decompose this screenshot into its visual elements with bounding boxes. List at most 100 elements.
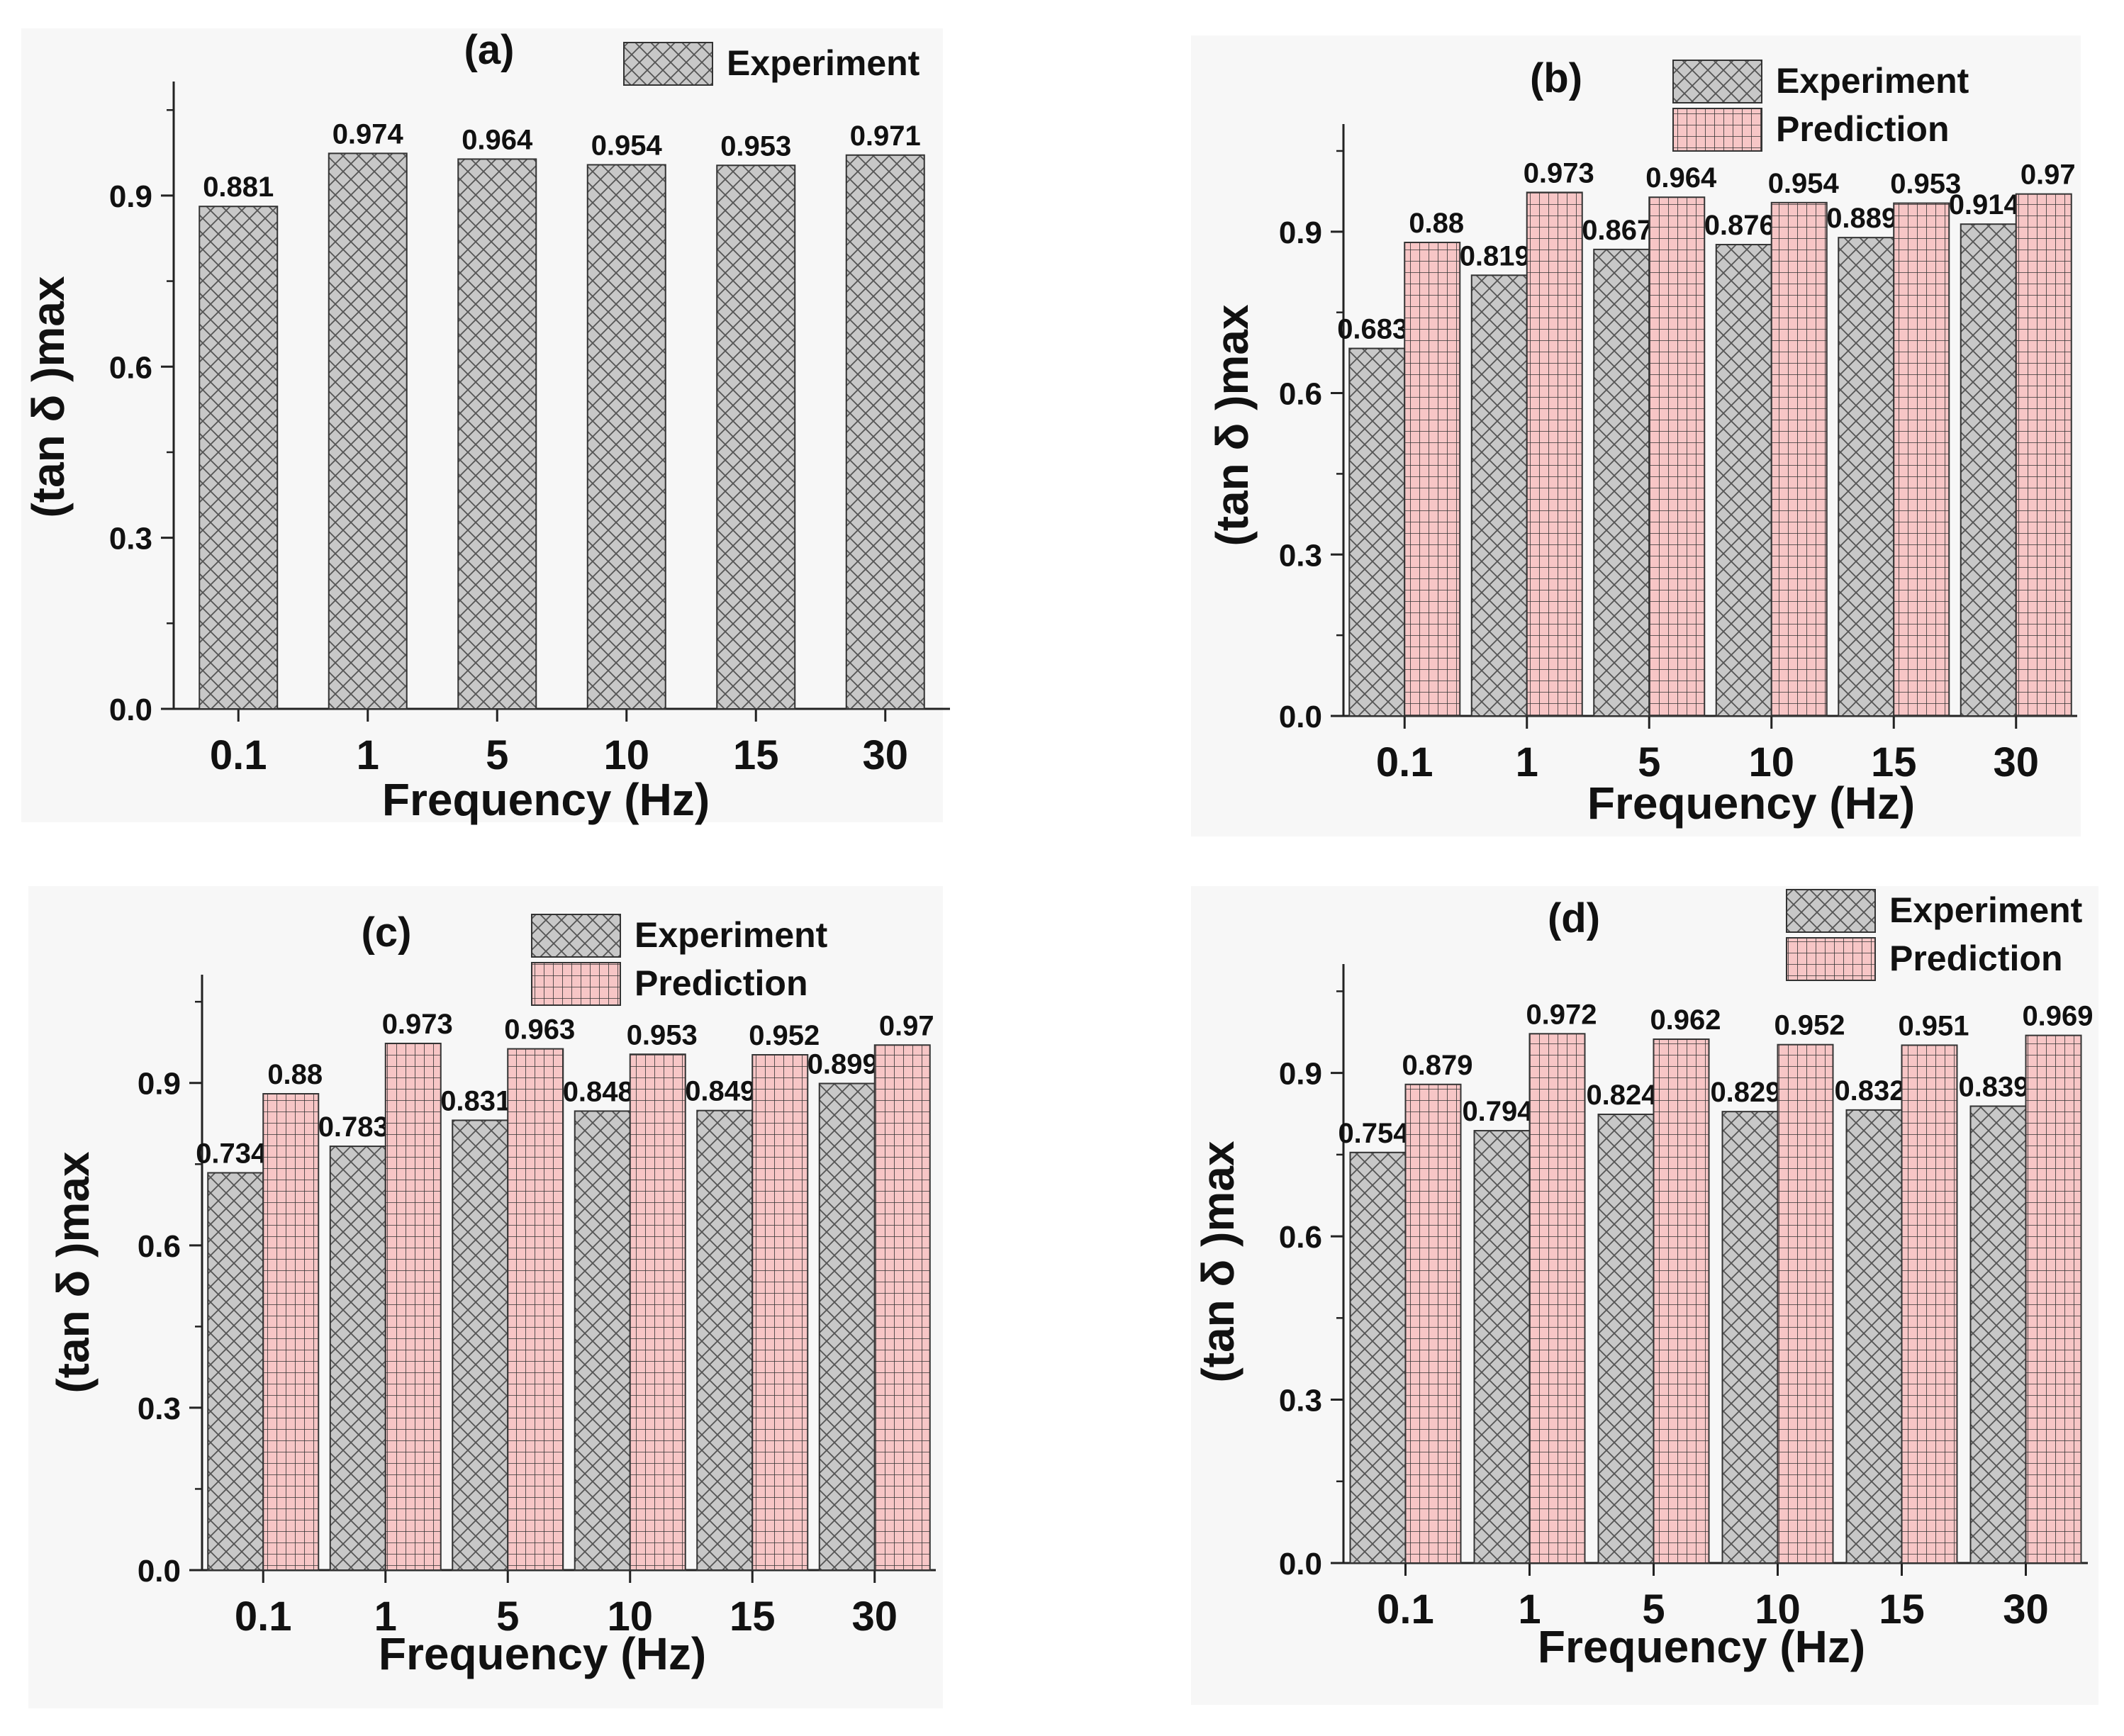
prediction-legend-swatch: [1672, 108, 1762, 152]
experiment-bar: [199, 206, 279, 710]
x-tick-label: 5: [496, 1594, 519, 1640]
prediction-bar: [1404, 242, 1461, 717]
prediction-bar: [1648, 196, 1706, 717]
prediction-bar: [1770, 201, 1828, 717]
y-tick-label: 0.9: [138, 1067, 181, 1102]
experiment-bar: [696, 1109, 754, 1571]
experiment-bar: [207, 1172, 264, 1572]
x-tick-label: 0.1: [1377, 1586, 1434, 1633]
x-tick-label: 10: [607, 1594, 653, 1640]
bar-value-label: 0.969: [2022, 1001, 2093, 1032]
x-axis-title: Frequency (Hz): [1587, 778, 1915, 829]
x-tick-label: 15: [733, 732, 779, 778]
y-tick-label: 0.3: [1279, 1384, 1322, 1418]
prediction-bar: [1404, 1083, 1462, 1564]
experiment-bar: [1348, 347, 1406, 717]
experiment-bar: [574, 1110, 631, 1572]
x-tick-label: 0.1: [235, 1594, 292, 1640]
bar-value-label: 0.962: [1650, 1004, 1721, 1036]
legend-entry: Experiment: [1776, 61, 1969, 101]
bar-value-label: 0.683: [1337, 314, 1408, 345]
experiment-bar: [1593, 248, 1650, 717]
prediction-bar: [2025, 1034, 2082, 1564]
experiment-bar: [1838, 237, 1895, 717]
prediction-bar: [507, 1048, 564, 1571]
bar-value-label: 0.972: [1526, 999, 1597, 1030]
legend-entry: Experiment: [1889, 890, 2083, 930]
x-tick-label: 0.1: [1376, 739, 1433, 785]
x-tick-label: 1: [374, 1594, 397, 1640]
prediction-bar: [1777, 1043, 1834, 1564]
bar-value-label: 0.951: [1898, 1010, 1969, 1041]
experiment-bar: [329, 1146, 386, 1571]
x-tick-label: 5: [1642, 1586, 1665, 1633]
y-tick-label: 0.0: [1279, 1547, 1322, 1581]
legend-entry: Prediction: [1889, 939, 2062, 978]
chart-panel-d: 0.0 0.3 0.6 0.9 0.1 0.754 0.879 1 0.794 0.972 5 0.8…: [1191, 886, 2098, 1705]
bar-value-label: 0.849: [685, 1076, 756, 1107]
panel-label: (d): [1548, 895, 1600, 941]
prediction-bar: [1528, 1033, 1586, 1564]
y-tick-label: 0.6: [1279, 377, 1322, 412]
bar-value-label: 0.881: [203, 172, 274, 203]
y-tick-label: 0.9: [109, 179, 152, 214]
y-tick-label: 0.3: [109, 522, 152, 556]
experiment-bar: [1715, 244, 1772, 717]
bar-value-label: 0.879: [1402, 1050, 1472, 1081]
legend-entry: Experiment: [727, 43, 920, 83]
chart-panel-b: 0.0 0.3 0.6 0.9 0.1 0.683 0.88 1 0.819 0.973 5 0.86…: [1191, 35, 2081, 836]
x-tick-label: 15: [730, 1594, 776, 1640]
bar-value-label: 0.794: [1462, 1096, 1533, 1127]
x-tick-label: 30: [2003, 1586, 2049, 1633]
y-tick-label: 0.3: [138, 1391, 181, 1426]
x-tick-label: 15: [1871, 739, 1917, 785]
x-tick-label: 5: [486, 732, 508, 778]
prediction-bar: [2015, 193, 2072, 717]
bar-value-label: 0.831: [440, 1085, 511, 1116]
prediction-bar: [1526, 191, 1583, 717]
bar-value-label: 0.839: [1958, 1071, 2029, 1102]
x-axis-title: Frequency (Hz): [382, 774, 710, 825]
bar-value-label: 0.848: [563, 1076, 634, 1107]
y-axis-title: (tan δ )max: [47, 1151, 99, 1394]
experiment-bar: [586, 164, 666, 710]
bar-value-label: 0.971: [850, 121, 921, 152]
experiment-bar: [328, 152, 408, 710]
bar-value-label: 0.899: [807, 1048, 878, 1080]
bar-value-label: 0.889: [1826, 203, 1897, 234]
bar-value-label: 0.829: [1710, 1077, 1781, 1108]
legend-entry: Prediction: [635, 963, 807, 1003]
y-tick-label: 0.6: [109, 350, 152, 385]
x-tick-label: 5: [1638, 739, 1660, 785]
experiment-bar: [1845, 1109, 1903, 1564]
x-tick-label: 10: [1748, 739, 1794, 785]
prediction-bar: [751, 1054, 809, 1571]
y-tick-label: 0.3: [1279, 538, 1322, 573]
experiment-bar: [457, 158, 537, 710]
bar-value-label: 0.734: [196, 1138, 267, 1169]
experiment-bar: [1721, 1111, 1779, 1564]
bar-value-label: 0.974: [332, 118, 404, 150]
bar-value-label: 0.954: [591, 130, 663, 161]
experiment-legend-swatch: [1786, 889, 1876, 933]
bar-value-label: 0.754: [1338, 1118, 1409, 1149]
bar-value-label: 0.952: [749, 1020, 820, 1051]
bar-value-label: 0.953: [1890, 169, 1961, 200]
prediction-bar: [262, 1093, 320, 1571]
experiment-bar: [845, 154, 925, 710]
bar-value-label: 0.97: [2020, 159, 2076, 191]
y-axis-title: (tan δ )max: [1192, 1141, 1243, 1383]
bar-value-label: 0.914: [1949, 189, 2020, 220]
x-tick-label: 10: [1755, 1586, 1801, 1633]
bar-value-label: 0.954: [1768, 168, 1840, 199]
x-tick-label: 30: [1993, 739, 2039, 785]
bar-value-label: 0.832: [1834, 1075, 1905, 1107]
experiment-bar: [1349, 1151, 1407, 1564]
bar-value-label: 0.88: [1409, 208, 1464, 239]
bar-value-label: 0.876: [1704, 210, 1775, 241]
experiment-legend-swatch: [1672, 60, 1762, 103]
y-tick-label: 0.0: [109, 693, 152, 727]
bar-value-label: 0.819: [1460, 240, 1531, 271]
bar-value-label: 0.953: [627, 1019, 698, 1051]
